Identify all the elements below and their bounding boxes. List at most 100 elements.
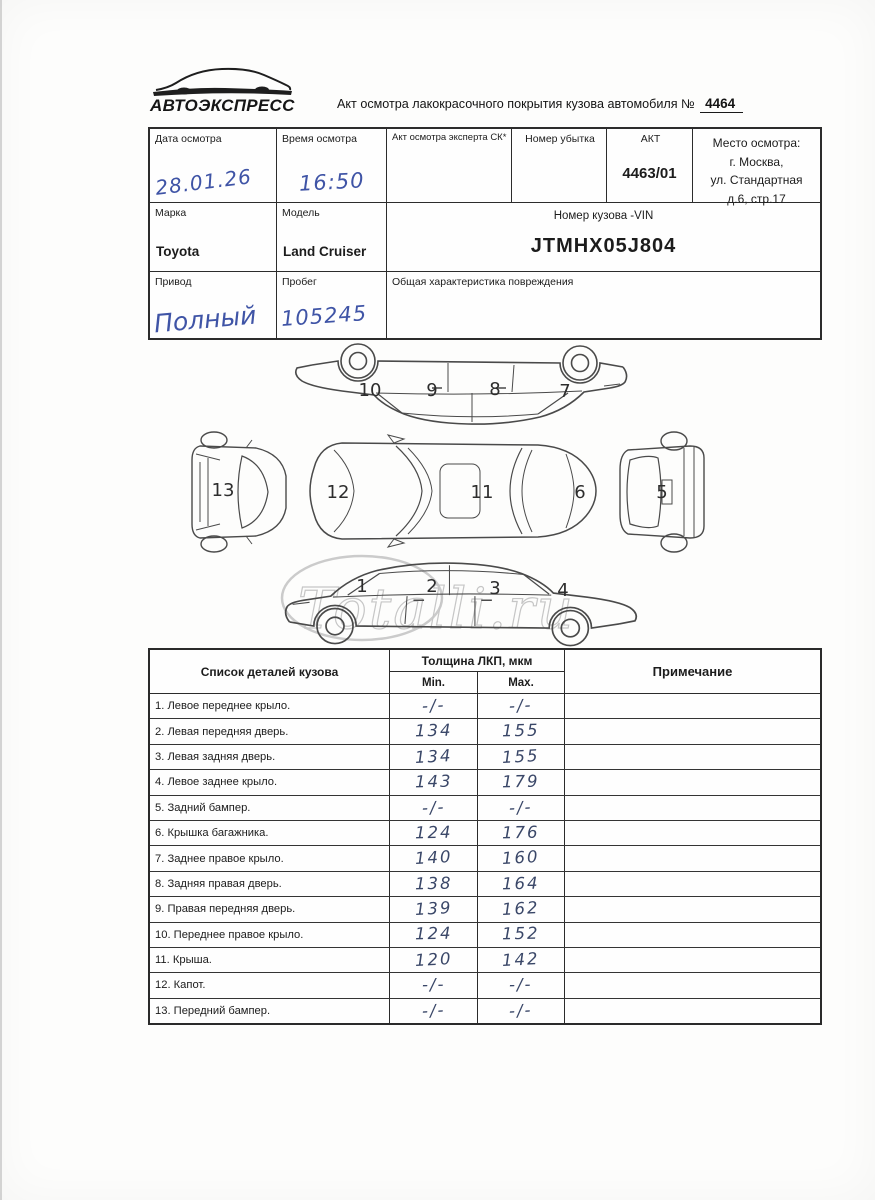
zone-number: 13: [212, 480, 235, 501]
zone-number: 2: [426, 576, 437, 597]
table-body: 1. Левое переднее крыло. -/- -/- 2. Лева…: [150, 694, 820, 1024]
note-column-header: Примечание: [652, 664, 733, 679]
make-label: Марка: [155, 207, 187, 219]
table-header: Список деталей кузова Толщина ЛКП, мкм П…: [150, 650, 820, 694]
min-value: -/-: [421, 796, 446, 818]
brand-logo: АВТОЭКСПРЕСС: [150, 66, 300, 116]
field-act-number: АКТ 4463/01: [607, 129, 693, 203]
note-cell: [565, 796, 820, 820]
field-vin: Номер кузова -VIN JTMHX05J804: [387, 203, 820, 272]
part-name-cell: 3. Левая задняя дверь.: [150, 744, 390, 770]
part-name-cell: 6. Крышка багажника.: [150, 820, 390, 846]
min-value: 139: [414, 898, 453, 920]
model-label: Модель: [282, 207, 320, 219]
part-name-cell: 9. Правая передняя дверь.: [150, 897, 390, 922]
note-cell: [565, 846, 820, 870]
field-expert-act: Акт осмотра эксперта СК*: [387, 129, 512, 203]
zone-number: 8: [489, 379, 500, 400]
car-rear-view: [619, 431, 705, 553]
field-damage: Общая характеристика повреждения: [387, 272, 820, 338]
field-inspection-time: Время осмотра 16:50: [277, 129, 387, 203]
table-row: 3. Левая задняя дверь. 134 155: [150, 743, 820, 770]
car-diagrams: Totalli.ru: [191, 343, 705, 647]
table-row: 4. Левое заднее крыло. 143 179: [150, 769, 820, 795]
vin-value: JTMHX05J804: [530, 235, 677, 257]
note-cell: [565, 719, 820, 743]
zone-number: 12: [327, 482, 350, 503]
thickness-column-header: Толщина ЛКП, мкм: [390, 650, 565, 672]
field-inspection-place: Место осмотра: г. Москва, ул. Стандартна…: [693, 129, 820, 206]
act-number: 4464: [700, 96, 744, 113]
expert-act-label: Акт осмотра эксперта СК*: [392, 132, 507, 143]
damage-label: Общая характеристика повреждения: [392, 276, 574, 288]
note-cell: [565, 821, 820, 845]
car-top-view: [309, 434, 597, 548]
note-cell: [565, 745, 820, 769]
max-value: 152: [502, 924, 540, 944]
min-value: 124: [414, 924, 453, 944]
table-row: 9. Правая передняя дверь. 139 162: [150, 896, 820, 922]
act-number-value: 4463/01: [622, 165, 677, 182]
note-cell: [565, 923, 820, 947]
note-cell: [565, 897, 820, 921]
loss-number-label: Номер убытка: [525, 133, 595, 145]
field-model: Модель Land Cruiser: [277, 203, 387, 272]
min-value: 134: [414, 721, 453, 741]
brand-name-script: ЭКСПРЕСС: [198, 96, 295, 115]
document-title: Акт осмотра лакокрасочного покрытия кузо…: [337, 96, 744, 113]
field-make: Марка Toyota: [150, 203, 277, 272]
car-flipped-side-view: [294, 343, 628, 425]
place-line-2: ул. Стандартная: [710, 173, 803, 188]
min-value: 124: [414, 822, 453, 843]
brand-name-bold: АВТО: [150, 96, 199, 115]
min-value: -/-: [421, 1000, 446, 1021]
handwritten-mileage: 105245: [280, 301, 368, 331]
zone-number: 5: [656, 482, 667, 503]
max-value: -/-: [508, 1000, 534, 1021]
zone-number: 9: [426, 380, 437, 401]
note-cell: [565, 694, 820, 718]
zone-number: 7: [559, 381, 570, 402]
field-inspection-date: Дата осмотра 28.01.26: [150, 129, 277, 203]
table-row: 10. Переднее правое крыло. 124 152: [150, 921, 820, 947]
table-row: 13. Передний бампер. -/- -/-: [150, 997, 820, 1024]
max-value: -/-: [508, 695, 534, 716]
place-label: Место осмотра:: [712, 136, 801, 150]
note-cell: [565, 948, 820, 972]
part-name-cell: 11. Крыша.: [150, 947, 390, 973]
field-mileage: Пробег 105245: [277, 272, 387, 338]
max-value: 160: [501, 847, 541, 869]
watermark: Totalli.ru: [280, 554, 574, 643]
part-name-cell: 4. Левое заднее крыло.: [150, 770, 390, 795]
max-value: 164: [502, 873, 540, 893]
make-value: Toyota: [156, 244, 200, 259]
field-drive: Привод Полный: [150, 272, 277, 338]
max-value: 176: [502, 822, 540, 843]
max-value: 179: [502, 771, 540, 792]
table-row: 12. Капот. -/- -/-: [150, 972, 820, 998]
act-label: АКТ: [640, 133, 661, 145]
zone-number: 10: [359, 380, 382, 401]
zone-number: 1: [356, 576, 367, 597]
inspection-date-label: Дата осмотра: [155, 133, 222, 145]
car-silhouette-icon: [153, 67, 292, 96]
model-value: Land Cruiser: [283, 244, 367, 259]
place-line-1: г. Москва,: [729, 154, 784, 169]
max-value: 162: [501, 898, 541, 920]
table-row: 6. Крышка багажника. 124 176: [150, 819, 820, 846]
max-value: 155: [502, 721, 540, 741]
min-value: 134: [414, 745, 453, 767]
handwritten-inspection-date: 28.01.26: [153, 164, 254, 200]
table-row: 1. Левое переднее крыло. -/- -/-: [150, 694, 820, 719]
part-name-cell: 13. Передний бампер.: [150, 998, 390, 1024]
min-value: 120: [414, 948, 453, 970]
part-name-cell: 5. Задний бампер.: [150, 795, 390, 820]
min-value: 138: [414, 873, 453, 893]
table-row: 11. Крыша. 120 142: [150, 946, 820, 973]
max-value: -/-: [509, 975, 533, 995]
part-name-cell: 12. Капот.: [150, 973, 390, 998]
note-cell: [565, 770, 820, 794]
handwritten-inspection-time: 16:50: [298, 168, 366, 196]
note-cell: [565, 872, 820, 896]
